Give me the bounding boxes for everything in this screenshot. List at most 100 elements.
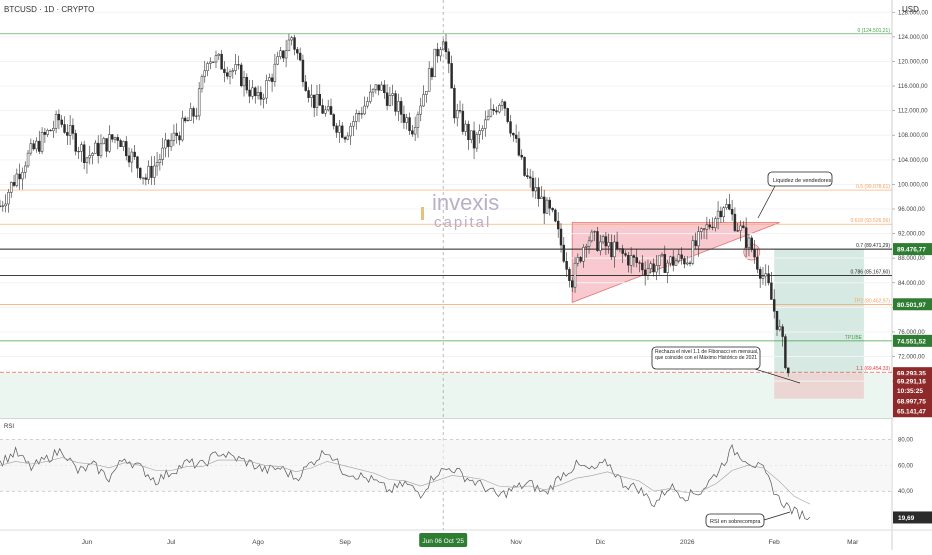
candle-up (761, 275, 765, 279)
candle-up (475, 134, 479, 149)
candle-down (671, 256, 675, 266)
candle-up (700, 228, 703, 232)
candle-down (781, 326, 784, 337)
y-tick-label: 100.000,00 (898, 182, 929, 188)
candle-up (158, 159, 162, 163)
candle-down (248, 89, 251, 97)
candle-down (680, 254, 683, 259)
long-stop-zone[interactable] (774, 373, 864, 399)
annotation-rsi-text: RSI en sobrecompra (710, 519, 761, 525)
candle-down (124, 141, 128, 157)
price-badge[interactable] (893, 394, 932, 407)
candle-up (660, 254, 664, 257)
rsi-y-tick-label: 40,00 (898, 489, 914, 495)
candle-down (523, 156, 526, 176)
candle-down (220, 53, 223, 70)
candle-down (318, 94, 322, 106)
candle-down (127, 155, 131, 163)
candle-down (450, 63, 453, 89)
fib-level-label: 0.7 (89.471,29) (856, 243, 890, 249)
candle-up (355, 113, 358, 122)
price-badge-label: 68.997,75 (897, 398, 926, 405)
candle-down (610, 242, 613, 258)
candle-up (369, 91, 372, 102)
candle-up (397, 101, 400, 112)
candle-up (764, 273, 768, 277)
price-badge-label: 89.476,77 (897, 247, 926, 254)
candle-up (108, 134, 111, 152)
price-badge[interactable] (893, 334, 932, 347)
rsi-smooth-line (0, 457, 811, 505)
candle-down (638, 262, 641, 264)
candle-down (688, 262, 692, 264)
candle-down (728, 204, 731, 210)
price-badge[interactable] (893, 384, 932, 397)
candle-down (753, 249, 756, 258)
candle-down (223, 68, 226, 73)
y-tick-label: 128.000,00 (898, 10, 929, 16)
candle-up (716, 210, 720, 219)
watermark-logo-mark (421, 207, 424, 220)
candle-down (621, 248, 624, 254)
candle-up (203, 70, 206, 77)
candle-up (613, 241, 616, 258)
candle-down (453, 87, 456, 119)
candle-up (200, 76, 204, 90)
candle-up (88, 155, 91, 159)
candle-up (268, 77, 271, 81)
candle-down (559, 228, 563, 246)
candle-down (377, 84, 380, 91)
price-badge[interactable] (893, 298, 932, 311)
candle-up (7, 192, 10, 205)
price-badge[interactable] (893, 243, 932, 256)
candle-up (153, 165, 156, 178)
candle-up (363, 105, 366, 115)
candle-down (0, 205, 2, 207)
x-tick-label: Jul (167, 539, 176, 546)
candle-down (335, 125, 338, 133)
candle-up (380, 84, 383, 91)
candle-down (528, 176, 532, 179)
candle-down (360, 113, 364, 115)
candle-up (251, 87, 254, 97)
candle-down (296, 49, 299, 54)
candle-up (590, 231, 594, 242)
candle-up (416, 113, 420, 128)
y-tick-label: 116.000,00 (898, 84, 928, 90)
candle-up (425, 91, 428, 95)
candle-down (506, 108, 509, 122)
candle-up (40, 132, 44, 152)
candle-up (669, 256, 672, 264)
candle-down (770, 282, 773, 300)
fib-level-label: 0 (124.501,21) (857, 28, 890, 34)
candle-up (102, 138, 106, 145)
candle-down (596, 231, 599, 251)
annotation-fib-rejection[interactable]: Rechaza el nivel 1.1 de Fibonacci en men… (651, 346, 801, 384)
annotation-liquidity[interactable]: Liquidez de vendedores (757, 171, 833, 219)
candle-up (405, 117, 408, 123)
price-badge[interactable] (893, 375, 932, 388)
annotation-rsi[interactable]: RSI en sobrecompra (705, 511, 791, 528)
candle-down (110, 134, 114, 140)
candle-up (500, 101, 504, 106)
watermark-line2: capital (434, 214, 491, 231)
candle-up (674, 260, 678, 266)
candle-down (775, 310, 779, 330)
price-badge-label: 80.501,97 (897, 302, 926, 309)
candle-up (391, 93, 394, 96)
candle-down (408, 117, 411, 131)
candle-down (225, 72, 229, 77)
long-target-zone[interactable] (774, 249, 864, 374)
fib-level-label: TP2 (80.462,97) (854, 299, 890, 305)
candle-down (399, 101, 403, 115)
price-badge[interactable] (893, 405, 932, 418)
candle-down (116, 137, 120, 141)
candle-up (455, 110, 459, 119)
candle-up (481, 128, 484, 131)
candle-down (652, 263, 655, 273)
candle-down (119, 140, 122, 147)
candle-up (439, 49, 442, 57)
candle-up (189, 108, 192, 121)
